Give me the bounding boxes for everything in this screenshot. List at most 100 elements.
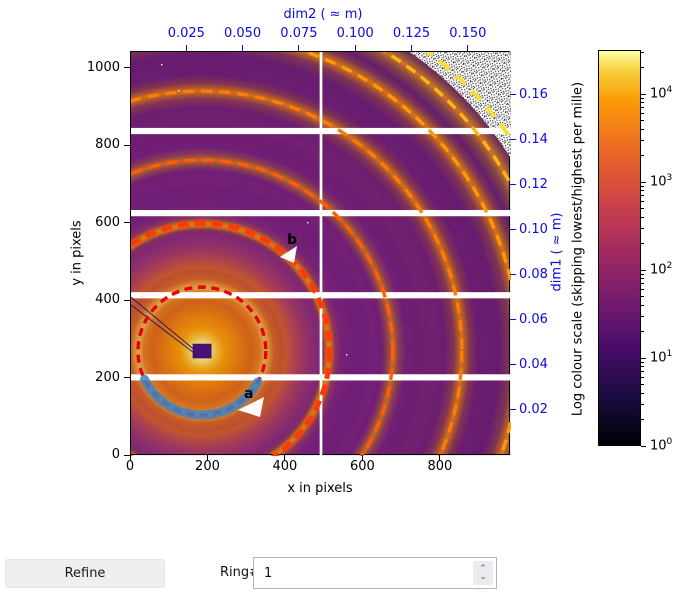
colorbar-tick-label: 104 bbox=[650, 85, 673, 102]
right-tick-label: 0.04 bbox=[519, 356, 548, 372]
right-tick-label: 0.08 bbox=[519, 266, 548, 282]
top-tick-mark bbox=[467, 45, 469, 51]
colorbar-minor-tick bbox=[641, 295, 644, 297]
control-bar: Refine Ring# ⌃ ⌄ bbox=[0, 552, 683, 596]
refine-button[interactable]: Refine bbox=[5, 559, 165, 588]
colorbar-minor-tick bbox=[641, 419, 644, 420]
colorbar-minor-tick bbox=[641, 361, 644, 363]
left-tick-mark bbox=[124, 144, 130, 146]
calibration-ring-overlay-3 bbox=[131, 158, 395, 456]
right-tick-label: 0.12 bbox=[519, 176, 548, 192]
colorbar-minor-tick bbox=[641, 273, 644, 275]
bottom-tick-label: 0 bbox=[125, 459, 135, 474]
colorbar-minor-tick bbox=[641, 392, 644, 394]
top-tick-mark bbox=[411, 45, 412, 51]
calibration-ring-overlay-2 bbox=[131, 220, 333, 456]
colorbar-major-tick bbox=[641, 93, 646, 95]
left-tick-mark bbox=[124, 299, 130, 301]
bottom-tick-label: 400 bbox=[272, 459, 298, 474]
bottom-tick-mark bbox=[206, 455, 208, 461]
right-tick-mark bbox=[510, 139, 516, 141]
colorbar-minor-tick bbox=[641, 366, 644, 368]
spin-up-button[interactable]: ⌃ bbox=[479, 564, 487, 574]
colorbar-minor-tick bbox=[641, 185, 644, 187]
beamstop-arm-shadow bbox=[131, 296, 194, 350]
detector-gap-horizontal bbox=[131, 292, 511, 299]
colorbar-minor-tick bbox=[641, 67, 644, 68]
dust-speck bbox=[346, 354, 348, 356]
right-tick-label: 0.02 bbox=[519, 401, 548, 417]
left-tick-label: 800 bbox=[95, 137, 120, 153]
top-axis-title: dim2 ( ≈ m) bbox=[283, 7, 363, 22]
right-tick-label: 0.16 bbox=[519, 86, 548, 102]
colorbar-minor-tick bbox=[641, 289, 644, 291]
top-tick-mark bbox=[185, 45, 187, 51]
colorbar-major-tick bbox=[641, 181, 646, 183]
detector-gap-vertical bbox=[319, 52, 323, 456]
colorbar-tick-label: 103 bbox=[650, 173, 673, 190]
left-tick-label: 0 bbox=[111, 447, 120, 462]
top-tick-label: 0.050 bbox=[223, 26, 262, 41]
ring-number-input[interactable] bbox=[254, 558, 474, 588]
colorbar-minor-tick bbox=[641, 51, 644, 53]
colorbar-gradient bbox=[598, 50, 641, 446]
top-tick-mark bbox=[298, 45, 300, 51]
detector-gap-horizontal bbox=[131, 374, 511, 381]
colorbar-minor-tick bbox=[641, 119, 644, 121]
top-tick-label: 0.075 bbox=[280, 26, 318, 41]
bottom-tick-label: 200 bbox=[195, 459, 220, 474]
colorbar-minor-tick bbox=[641, 331, 644, 332]
colorbar-minor-tick bbox=[641, 97, 644, 99]
colorbar-minor-tick bbox=[641, 128, 644, 130]
left-tick-mark bbox=[124, 222, 130, 224]
colorbar-minor-tick bbox=[641, 278, 644, 280]
left-tick-label: 200 bbox=[95, 369, 120, 385]
colorbar-major-tick bbox=[641, 357, 646, 359]
top-tick-mark bbox=[354, 45, 356, 51]
left-tick-label: 400 bbox=[95, 292, 120, 308]
left-tick-mark bbox=[124, 454, 130, 456]
calibration-ring-overlay-4 bbox=[131, 89, 464, 456]
right-tick-label: 0.14 bbox=[519, 131, 548, 147]
left-axis-title: y in pixels bbox=[69, 220, 85, 286]
right-tick-mark bbox=[510, 409, 516, 411]
detector-gap-horizontal bbox=[131, 127, 511, 135]
ring-number-spinbox: ⌃ ⌄ bbox=[253, 557, 497, 589]
colorbar-minor-tick bbox=[641, 155, 644, 156]
dust-speck bbox=[178, 90, 180, 92]
bottom-tick-mark bbox=[129, 455, 131, 461]
ring-overlay-layer: ab bbox=[131, 52, 511, 456]
colorbar-minor-tick bbox=[641, 283, 644, 285]
bottom-axis-title: x in pixels bbox=[287, 481, 353, 496]
colorbar-minor-tick bbox=[641, 102, 644, 104]
colorbar-minor-tick bbox=[641, 216, 644, 218]
right-tick-mark bbox=[510, 184, 516, 186]
left-tick-mark bbox=[124, 67, 130, 69]
colorbar-minor-tick bbox=[641, 201, 644, 203]
bottom-tick-mark bbox=[284, 455, 286, 461]
colorbar-minor-tick bbox=[641, 207, 644, 209]
right-tick-mark bbox=[510, 364, 516, 366]
colorbar-minor-tick bbox=[641, 304, 644, 306]
colorbar-minor-tick bbox=[641, 227, 644, 229]
top-tick-label: 0.150 bbox=[449, 26, 487, 41]
annotation-label-b: b bbox=[287, 232, 297, 248]
colorbar-minor-tick bbox=[641, 383, 644, 385]
colorbar-minor-tick bbox=[641, 243, 644, 244]
spin-down-button[interactable]: ⌄ bbox=[479, 572, 487, 582]
colorbar-minor-tick bbox=[641, 377, 644, 379]
bottom-tick-label: 600 bbox=[349, 459, 375, 474]
colorbar-minor-tick bbox=[641, 371, 644, 373]
right-tick-label: 0.06 bbox=[519, 311, 548, 327]
right-tick-mark bbox=[510, 94, 516, 96]
right-axis-title: dim1 ( ≈ m) bbox=[549, 212, 565, 292]
colorbar-minor-tick bbox=[641, 139, 644, 141]
left-tick-label: 600 bbox=[95, 214, 120, 230]
top-tick-label: 0.125 bbox=[392, 26, 431, 41]
right-tick-mark bbox=[510, 319, 516, 321]
left-tick-label: 1000 bbox=[86, 59, 120, 75]
annotation-label-a: a bbox=[244, 386, 253, 402]
selected-points-arc[interactable] bbox=[138, 370, 263, 420]
